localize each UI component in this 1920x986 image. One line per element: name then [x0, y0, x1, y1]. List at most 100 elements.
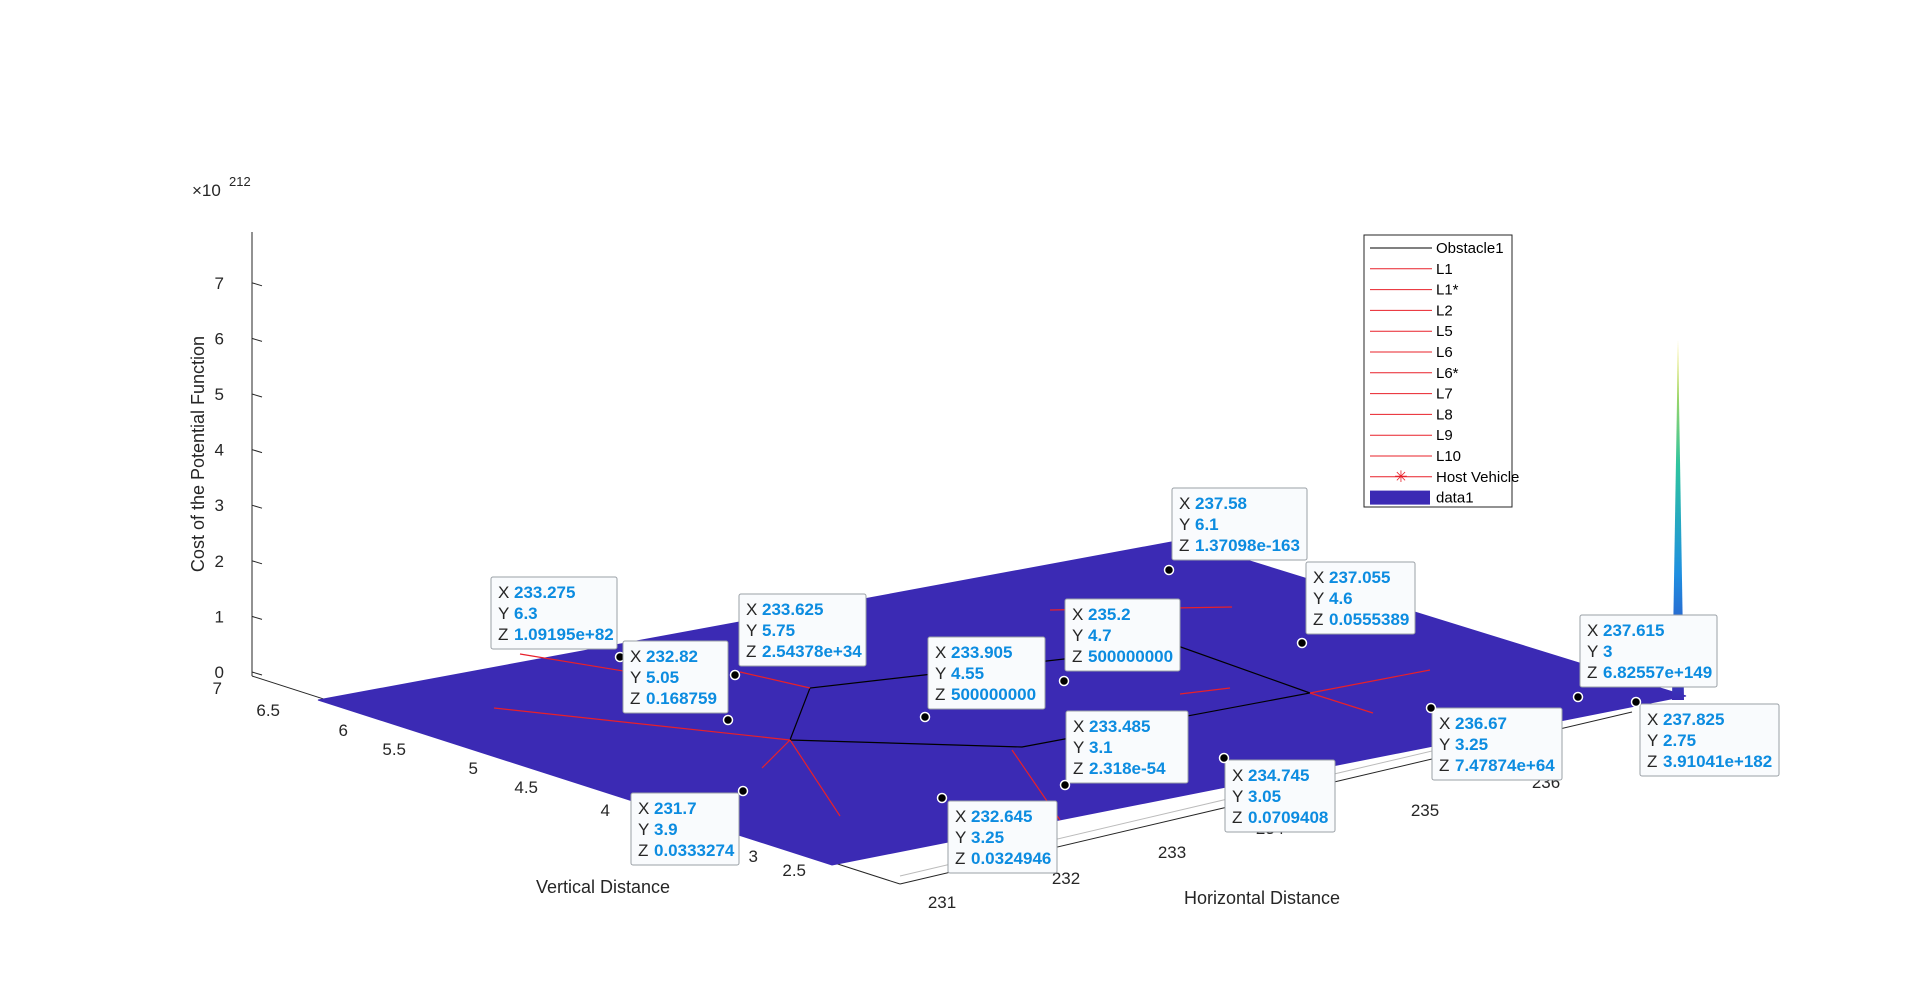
legend-entry[interactable]: L8	[1370, 406, 1453, 423]
datatip[interactable]: X 233.905 Y 4.55 Z 500000000	[919, 636, 1046, 723]
legend-entry[interactable]: L2	[1370, 302, 1453, 319]
datatip-box	[738, 593, 867, 667]
datatip-key: Z	[1179, 536, 1189, 555]
datatip-z-value: 500000000	[951, 685, 1036, 704]
datatip-marker	[737, 785, 749, 797]
legend-entry[interactable]: L10	[1370, 448, 1461, 465]
datatip-x-value: 233.275	[514, 583, 575, 602]
datatip-key: Y	[935, 664, 946, 683]
datatip-x-value: 231.7	[654, 799, 697, 818]
datatip-z-value: 0.0555389	[1329, 610, 1409, 629]
datatip-y-value: 5.05	[646, 668, 679, 687]
legend-entry[interactable]: L6	[1370, 344, 1453, 361]
legend-entry[interactable]: L9	[1370, 427, 1453, 444]
datatip-box	[1171, 487, 1308, 561]
datatip-key: X	[1073, 717, 1084, 736]
legend-entry[interactable]: L5	[1370, 323, 1453, 340]
datatip[interactable]: X 232.82 Y 5.05 Z 0.168759	[622, 640, 734, 726]
y-tick-label: 6	[339, 721, 348, 740]
legend-entry[interactable]: L1*	[1370, 282, 1459, 299]
datatip-x-value: 235.2	[1088, 605, 1131, 624]
datatip-key: Y	[1313, 589, 1324, 608]
datatip-x-value: 237.58	[1195, 494, 1247, 513]
datatip-key: Z	[498, 625, 508, 644]
datatip[interactable]: X 237.615 Y 3Z 6.82557e+149	[1572, 614, 1718, 703]
datatip-marker	[729, 669, 741, 681]
datatip-x-value: 237.615	[1603, 621, 1664, 640]
legend-entry[interactable]: L1	[1370, 261, 1453, 278]
legend-label: Host Vehicle	[1436, 469, 1519, 486]
datatip[interactable]: X 233.275 Y 6.3 Z 1.09195e+82	[490, 576, 626, 663]
datatip[interactable]: X 235.2 Y 4.7 Z 500000000	[1058, 598, 1181, 687]
z-exponent-power: 212	[229, 174, 251, 189]
datatip[interactable]: X 234.745 Y 3.05 Z 0.0709408	[1218, 752, 1336, 833]
legend-label: L2	[1436, 302, 1453, 319]
legend-label: L8	[1436, 406, 1453, 423]
datatip-key: X	[935, 643, 946, 662]
datatip-z-value: 7.47874e+64	[1455, 756, 1555, 775]
datatip-marker	[1572, 691, 1584, 703]
datatip-key: Z	[1439, 756, 1449, 775]
z-tick-mark	[251, 504, 263, 509]
datatip[interactable]: X 237.825 Y 2.75 Z 3.91041e+182	[1630, 696, 1780, 777]
legend-entry[interactable]: Obstacle1	[1370, 240, 1504, 257]
datatip-z-value: 0.0333274	[654, 841, 735, 860]
datatip-key: X	[1647, 710, 1658, 729]
datatip-box	[1064, 598, 1181, 672]
datatip-y-value: 3.9	[654, 820, 678, 839]
y-tick-label: 6.5	[256, 701, 280, 720]
datatip-key: Y	[638, 820, 649, 839]
datatip-z-value: 0.168759	[646, 689, 717, 708]
datatip-z-value: 2.54378e+34	[762, 642, 862, 661]
z-axis: 0 1 2 3 4 5 6 7 ×10 212 Cost of the Potential F…	[188, 174, 263, 682]
datatip-y-value: 3.1	[1089, 738, 1113, 757]
datatip[interactable]: X 231.7 Y 3.9 Z 0.0333274	[630, 785, 749, 866]
datatip[interactable]: X 233.485 Y 3.1 Z 2.318e-54	[1059, 710, 1189, 791]
datatip-key: X	[1313, 568, 1324, 587]
x-tick-label: 231	[928, 893, 956, 912]
legend-entry[interactable]: L7	[1370, 386, 1453, 403]
x-tick-label: 235	[1411, 801, 1439, 820]
legend-entry[interactable]: ✳ Host Vehicle	[1370, 469, 1519, 486]
datatip-x-value: 232.645	[971, 807, 1032, 826]
legend-entry[interactable]: L6*	[1370, 365, 1459, 382]
datatip-key: Y	[498, 604, 509, 623]
datatip-key: Y	[1072, 626, 1083, 645]
y-tick-label: 5	[469, 759, 478, 778]
datatip-key: Y	[955, 828, 966, 847]
datatip-x-value: 236.67	[1455, 714, 1507, 733]
datatip[interactable]: X 232.645 Y 3.25 Z 0.0324946	[936, 792, 1058, 874]
legend-label: L1*	[1436, 282, 1459, 299]
datatip-key: Z	[1232, 808, 1242, 827]
datatip[interactable]: X 237.58 Y 6.1 Z 1.37098e-163	[1163, 487, 1308, 576]
y-tick-label: 4.5	[514, 778, 538, 797]
datatip-key: Z	[1647, 752, 1657, 771]
datatip[interactable]: X 236.67 Y 3.25 Z 7.47874e+64	[1425, 702, 1563, 781]
datatip-box	[490, 576, 618, 650]
z-tick-mark	[251, 560, 263, 565]
lane-line	[1179, 687, 1231, 695]
y-tick-label: 7	[213, 679, 222, 698]
z-tick-label: 4	[215, 441, 224, 460]
datatip-z-value: 1.37098e-163	[1195, 536, 1300, 555]
datatip-y-value: 6.1	[1195, 515, 1219, 534]
datatip-key: X	[746, 600, 757, 619]
datatip-z-value: 6.82557e+149	[1603, 663, 1712, 682]
legend-entry[interactable]: data1	[1370, 490, 1474, 507]
datatip[interactable]: X 233.625 Y 5.75 Z 2.54378e+34	[729, 593, 867, 681]
legend-label: L10	[1436, 448, 1461, 465]
datatip-box	[630, 792, 740, 866]
datatip-key: X	[1072, 605, 1083, 624]
datatip-key: Z	[1073, 759, 1083, 778]
lane-line	[761, 739, 791, 769]
datatip-box	[947, 800, 1058, 874]
datatip-key: Z	[1072, 647, 1082, 666]
datatip[interactable]: X 237.055 Y 4.6 Z 0.0555389	[1296, 561, 1416, 649]
datatip-key: Y	[1179, 515, 1190, 534]
datatip-x-value: 237.825	[1663, 710, 1724, 729]
datatip-key: Z	[955, 849, 965, 868]
datatip-key: Y	[1232, 787, 1243, 806]
y-tick-label: 4	[601, 801, 610, 820]
datatip-x-value: 232.82	[646, 647, 698, 666]
